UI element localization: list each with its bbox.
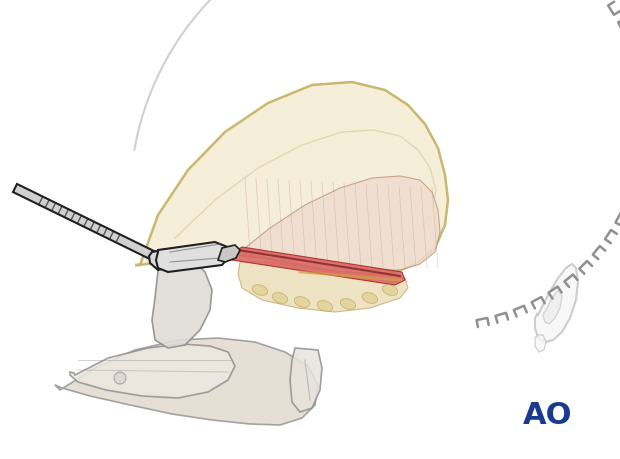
Polygon shape — [70, 344, 235, 398]
Polygon shape — [149, 249, 175, 270]
Polygon shape — [290, 348, 322, 412]
Polygon shape — [156, 242, 230, 272]
Ellipse shape — [340, 298, 356, 309]
Polygon shape — [218, 245, 240, 262]
Ellipse shape — [362, 292, 378, 303]
Polygon shape — [535, 335, 546, 352]
Polygon shape — [535, 264, 578, 342]
Polygon shape — [55, 338, 318, 425]
Ellipse shape — [383, 285, 397, 296]
Text: AO: AO — [523, 401, 573, 430]
Polygon shape — [135, 82, 448, 275]
Polygon shape — [13, 184, 160, 262]
Polygon shape — [152, 252, 212, 348]
Polygon shape — [235, 176, 440, 270]
Ellipse shape — [294, 297, 310, 308]
Circle shape — [114, 372, 126, 384]
Polygon shape — [232, 247, 405, 285]
Polygon shape — [543, 290, 562, 324]
Ellipse shape — [317, 301, 333, 312]
Polygon shape — [238, 262, 408, 312]
Ellipse shape — [252, 285, 268, 296]
Ellipse shape — [272, 292, 288, 303]
